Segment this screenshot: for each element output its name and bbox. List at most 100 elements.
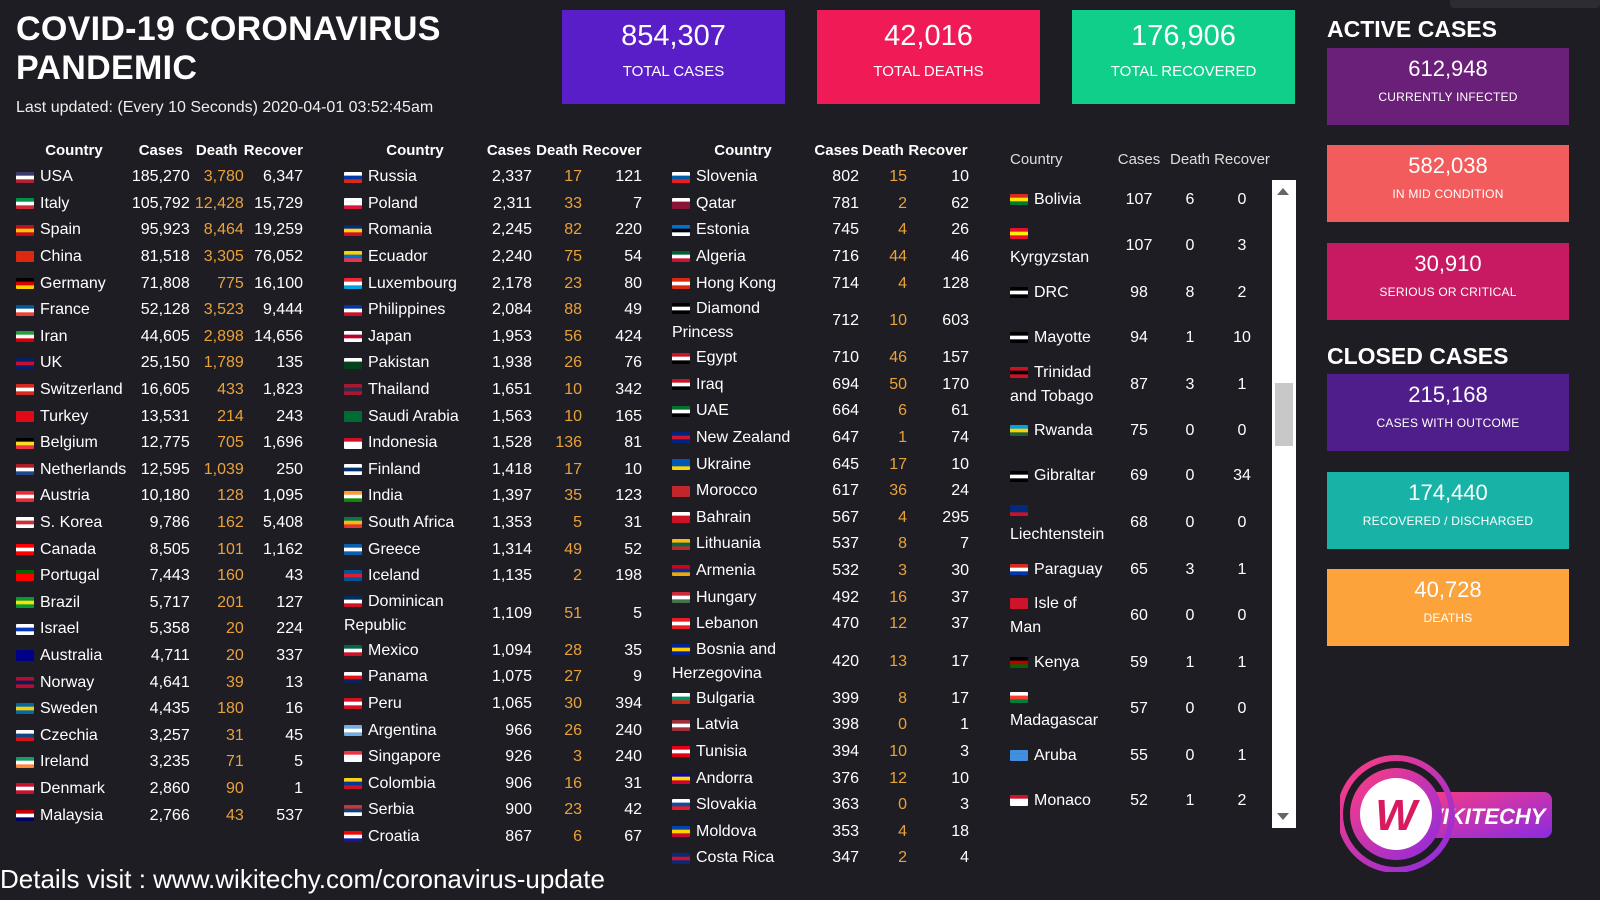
country-cell: USA: [16, 164, 132, 191]
details-link[interactable]: Details visit : www.wikitechy.com/corona…: [0, 864, 605, 894]
country-cell: Switzerland: [16, 377, 132, 404]
table-row: Malaysia 2,766 43 537: [16, 802, 303, 829]
country-cell: China: [16, 244, 132, 271]
country-cell: Norway: [16, 669, 132, 696]
flag-icon: [1010, 505, 1028, 517]
death-cell: 4: [898, 822, 907, 840]
flag-icon: [344, 437, 362, 449]
country-cell: Singapore: [344, 744, 486, 771]
country-cell: Mayotte: [1010, 315, 1110, 360]
country-name: Japan: [368, 327, 412, 345]
death-cell: 12: [889, 615, 907, 633]
country-name: France: [40, 301, 90, 319]
recover-cell: 35: [624, 641, 642, 659]
cases-cell: 617: [832, 482, 859, 500]
country-name: Costa Rica: [696, 849, 775, 867]
table-row: Liechtenstein 68 0 0: [1010, 499, 1272, 547]
total-cases-label: TOTAL CASES: [622, 63, 725, 80]
table-row: Canada 8,505 101 1,162: [16, 536, 303, 563]
cases-cell: 5,717: [149, 593, 190, 611]
death-cell: 35: [564, 487, 582, 505]
country-cell: Netherlands: [16, 457, 132, 484]
recover-cell: 34: [1233, 467, 1251, 485]
country-cell: Israel: [16, 616, 132, 643]
recover-cell: 52: [624, 540, 642, 558]
table-row: DRC 98 8 2: [1010, 270, 1272, 315]
table-row: Indonesia 1,528 136 81: [344, 430, 642, 457]
country-cell: Tunisia: [672, 739, 814, 766]
serious-critical-card: 30,910 SERIOUS OR CRITICAL: [1327, 243, 1569, 320]
country-cell: Pakistan: [344, 350, 486, 377]
table-row: Switzerland 16,605 433 1,823: [16, 377, 303, 404]
flag-icon: [1010, 332, 1028, 344]
recover-cell: 13: [285, 673, 303, 691]
flag-icon: [672, 746, 690, 758]
flag-icon: [344, 570, 362, 582]
flag-icon: [344, 751, 362, 763]
country-name: Finland: [368, 460, 421, 478]
table-row: Estonia 745 4 26: [672, 217, 969, 244]
flag-icon: [672, 379, 690, 391]
table-scrollbar[interactable]: [1272, 180, 1296, 828]
total-cases-card: 854,307 TOTAL CASES: [562, 10, 785, 104]
country-name: Diamond Princess: [672, 299, 761, 341]
table-row: Turkey 13,531 214 243: [16, 403, 303, 430]
flag-icon: [344, 724, 362, 736]
country-cell: Sweden: [16, 696, 132, 723]
table-row: UAE 664 6 61: [672, 398, 969, 425]
table-row: Rwanda 75 0 0: [1010, 409, 1272, 454]
country-cell: Kenya: [1010, 640, 1110, 685]
recover-cell: 1: [1237, 560, 1247, 578]
col-recover: Recover: [1214, 151, 1270, 168]
last-updated: Last updated: (Every 10 Seconds) 2020-04…: [16, 99, 434, 116]
country-name: Ecuador: [368, 248, 428, 266]
cases-cell: 900: [505, 801, 532, 819]
flag-icon: [16, 437, 34, 449]
country-name: Iran: [40, 327, 68, 345]
table-row: Poland 2,311 33 7: [344, 191, 642, 218]
country-cell: Ukraine: [672, 451, 814, 478]
table-row: Iraq 694 50 170: [672, 372, 969, 399]
cases-cell: 8,505: [149, 540, 190, 558]
flag-icon: [344, 831, 362, 843]
recover-cell: 1: [1237, 653, 1247, 671]
table-row: Slovenia 802 15 10: [672, 164, 969, 191]
country-cell: Brazil: [16, 590, 132, 617]
cases-cell: 2,311: [493, 194, 532, 212]
mild-condition-value: 582,038: [1408, 153, 1488, 178]
cases-cell: 926: [505, 748, 532, 766]
cases-cell: 65: [1130, 560, 1148, 578]
scrollbar-thumb[interactable]: [1275, 383, 1293, 446]
country-cell: Hong Kong: [672, 270, 814, 297]
country-name: New Zealand: [696, 429, 791, 447]
scroll-up-arrow-icon[interactable]: [1277, 188, 1289, 195]
scroll-down-arrow-icon[interactable]: [1277, 813, 1289, 820]
country-name: Sweden: [40, 700, 98, 718]
country-cell: Czechia: [16, 722, 132, 749]
recover-cell: 7: [960, 535, 969, 553]
flag-icon: [344, 671, 362, 683]
total-recovered-value: 176,906: [1131, 20, 1236, 52]
death-cell: 8: [898, 689, 907, 707]
cases-cell: 68: [1130, 513, 1148, 531]
cases-cell: 1,094: [491, 641, 532, 659]
country-cell: Romania: [344, 217, 486, 244]
cases-cell: 107: [1125, 190, 1153, 208]
table-row: Mayotte 94 1 10: [1010, 315, 1272, 360]
cases-cell: 3,235: [149, 753, 190, 771]
recover-cell: 127: [276, 593, 303, 611]
recover-cell: 121: [615, 168, 642, 186]
col-recover: Recover: [243, 142, 303, 159]
country-cell: Croatia: [344, 824, 486, 851]
death-cell: 8,464: [203, 221, 244, 239]
country-name: Slovakia: [696, 796, 757, 814]
flag-icon: [344, 698, 362, 710]
recover-cell: 0: [1237, 513, 1247, 531]
currently-infected-value: 612,948: [1408, 56, 1488, 81]
wikitechy-logo: WIKITECHY W: [1337, 752, 1560, 873]
table-row: Aruba 55 0 1: [1010, 733, 1272, 778]
cases-cell: 98: [1130, 283, 1148, 301]
col-recover: Recover: [582, 142, 642, 159]
flag-icon: [1010, 691, 1028, 703]
table-row: Latvia 398 0 1: [672, 712, 969, 739]
